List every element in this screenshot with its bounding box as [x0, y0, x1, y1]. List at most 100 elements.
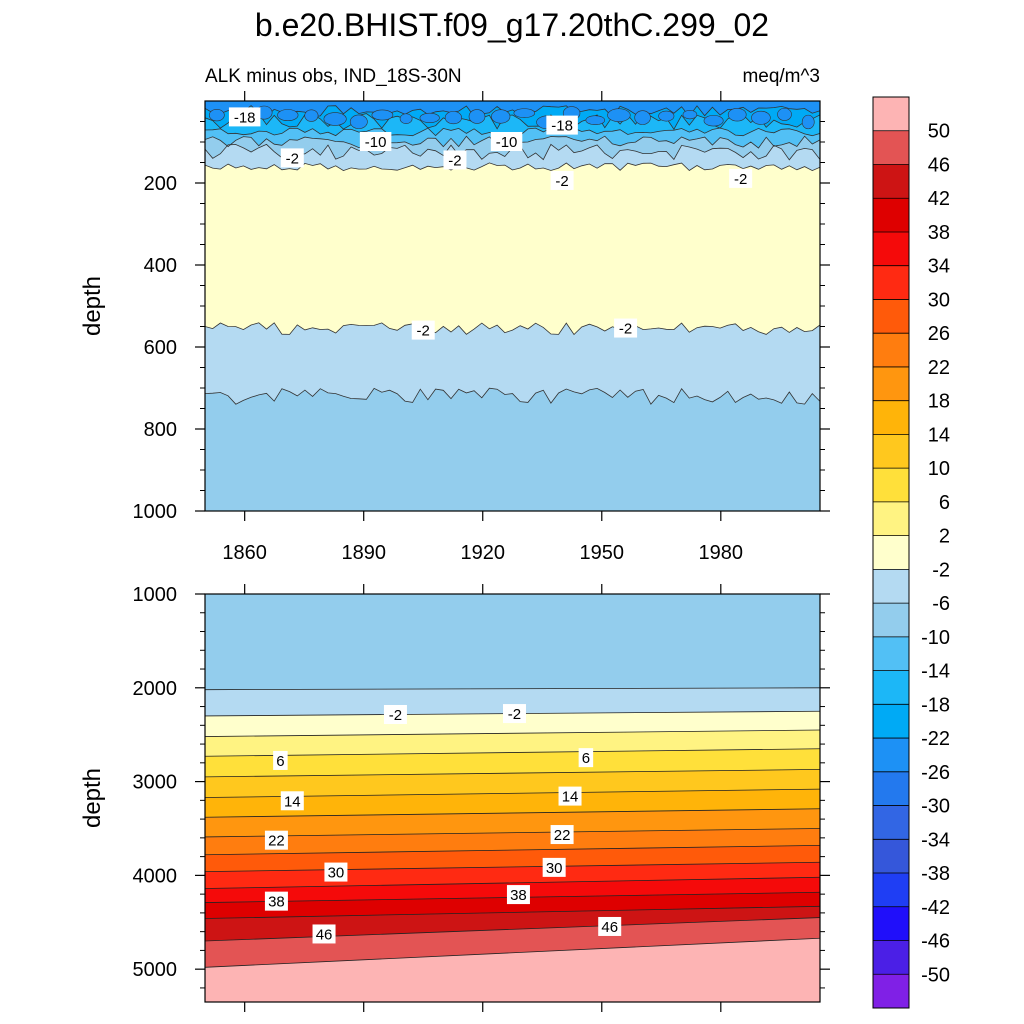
lower-contour-label-8: 30	[328, 865, 345, 882]
upper-contour-label-bg-3	[490, 132, 523, 151]
upper-contour-line-6	[205, 162, 820, 172]
upper-contour-label-8: -2	[417, 323, 430, 340]
lower-contour-line-4	[205, 748, 820, 757]
upper-contour-line-8	[205, 387, 820, 405]
lower-panel: 1000 2000 3000 4000 5000 -2 -2 6 6 14 14 22 22 30 30 3…	[79, 584, 830, 1012]
lower-band-5	[205, 769, 820, 798]
lower-contour-label-bg-5	[558, 786, 582, 806]
lower-contour-label-1: -2	[508, 706, 521, 723]
upper-y-tick-label-3: 800	[144, 419, 177, 441]
colorbar-swatch-11	[873, 468, 909, 503]
colorbar-label-6: 26	[928, 323, 950, 345]
colorbar-label-16: -14	[921, 661, 950, 683]
colorbar: 50 46 42 38 34 30 26 22 18 14 10 6 2 -2 -6 -10 -14 -18 -22…	[872, 96, 950, 1009]
upper-contour-label-0: -18	[234, 109, 256, 126]
colorbar-label-25: -50	[921, 964, 950, 986]
colorbar-swatch-17	[873, 670, 909, 705]
lower-contour-line-8	[205, 828, 820, 838]
colorbar-swatch-15	[873, 603, 909, 638]
upper-surface-cell-13	[513, 108, 536, 118]
upper-surface-cell-9	[419, 112, 440, 123]
upper-contour-label-3: -10	[496, 134, 518, 151]
lower-contour-label-bg-4	[280, 791, 304, 811]
upper-contour-label-1: -18	[551, 118, 573, 135]
colorbar-label-10: 10	[928, 458, 950, 480]
colorbar-swatch-3	[873, 198, 909, 233]
lower-band-3	[205, 730, 820, 757]
lower-band-2	[205, 711, 820, 737]
colorbar-swatch-1	[873, 130, 909, 165]
upper-y-axis-label: depth	[79, 276, 106, 336]
colorbar-swatch-25	[873, 940, 909, 975]
upper-y-tick-label-4: 1000	[133, 501, 178, 523]
colorbar-label-4: 34	[928, 256, 950, 278]
lower-contour-label-10: 38	[268, 894, 285, 911]
lower-band-10	[205, 862, 820, 889]
upper-subtitle-right: meq/m^3	[742, 66, 820, 87]
lower-y-tick-label-0: 1000	[133, 584, 178, 606]
upper-surface-cell-24	[777, 107, 792, 121]
lower-band-1	[205, 687, 820, 716]
lower-band-15	[205, 938, 820, 1002]
lower-contour-label-bg-12	[312, 924, 336, 944]
colorbar-swatch-22	[873, 839, 909, 874]
colorbar-label-14: -6	[932, 593, 950, 615]
colorbar-label-8: 18	[928, 391, 950, 413]
colorbar-swatch-16	[873, 636, 909, 671]
upper-surface-cell-17	[607, 108, 631, 122]
lower-contour-labels: -2 -2 6 6 14 14 22 22 30 30 38 38 46 46	[264, 704, 622, 944]
upper-contour-line-7	[205, 322, 820, 336]
colorbar-label-20: -30	[921, 796, 950, 818]
lower-band-4	[205, 748, 820, 777]
lower-axis-ticks: 1000 2000 3000 4000 5000	[133, 584, 830, 1012]
upper-contour-label-bg-9	[614, 318, 638, 338]
upper-surface-cell-25	[801, 114, 815, 130]
lower-y-tick-label-3: 4000	[133, 865, 178, 887]
upper-contour-label-bg-6	[550, 170, 574, 190]
lower-contour-label-0: -2	[389, 707, 402, 724]
upper-surface-cell-10	[444, 111, 462, 125]
colorbar-swatch-24	[873, 906, 909, 941]
colorbar-swatch-7	[873, 333, 909, 368]
lower-contour-label-9: 30	[546, 860, 563, 877]
lower-contour-label-bg-8	[324, 862, 348, 882]
upper-contour-label-bg-4	[280, 148, 304, 168]
upper-surface-cell-19	[658, 110, 675, 122]
lower-contour-label-6: 22	[268, 833, 285, 850]
upper-surface-cell-8	[399, 113, 413, 124]
lower-contour-label-11: 38	[510, 887, 527, 904]
colorbar-label-18: -22	[921, 728, 950, 750]
colorbar-swatch-20	[873, 771, 909, 806]
colorbar-label-1: 46	[928, 154, 950, 176]
lower-contour-label-bg-3	[578, 748, 594, 768]
lower-contour-line-14	[205, 917, 820, 942]
lower-contour-line-13	[205, 905, 820, 919]
colorbar-swatch-18	[873, 704, 909, 739]
upper-surface-cell-4	[304, 109, 319, 122]
upper-contour-fill	[205, 101, 820, 511]
lower-contour-label-bg-10	[264, 891, 288, 911]
colorbar-label-9: 14	[928, 424, 950, 446]
lower-contour-label-bg-11	[506, 885, 530, 905]
upper-contour-label-6: -2	[555, 173, 568, 190]
colorbar-label-11: 6	[939, 492, 950, 514]
colorbar-label-22: -38	[921, 863, 950, 885]
upper-surface-cell-7	[371, 109, 394, 121]
lower-band-9	[205, 845, 820, 872]
upper-subtitle-left: ALK minus obs, IND_18S-30N	[205, 66, 462, 87]
colorbar-swatch-21	[873, 805, 909, 840]
colorbar-label-21: -34	[921, 829, 950, 851]
upper-surface-cell-6	[349, 114, 368, 129]
upper-x-tick-label-0: 1860	[222, 542, 267, 564]
colorbar-swatch-9	[873, 400, 909, 435]
lower-y-tick-label-2: 3000	[133, 772, 178, 794]
lower-contour-label-12: 46	[316, 926, 333, 943]
lower-band-14	[205, 917, 820, 968]
upper-surface-cell-5	[323, 112, 347, 126]
colorbar-label-13: -2	[932, 559, 950, 581]
colorbar-swatch-12	[873, 501, 909, 536]
lower-contour-label-bg-9	[542, 857, 566, 877]
upper-contour-label-bg-0	[228, 107, 261, 127]
colorbar-swatch-4	[873, 231, 909, 267]
